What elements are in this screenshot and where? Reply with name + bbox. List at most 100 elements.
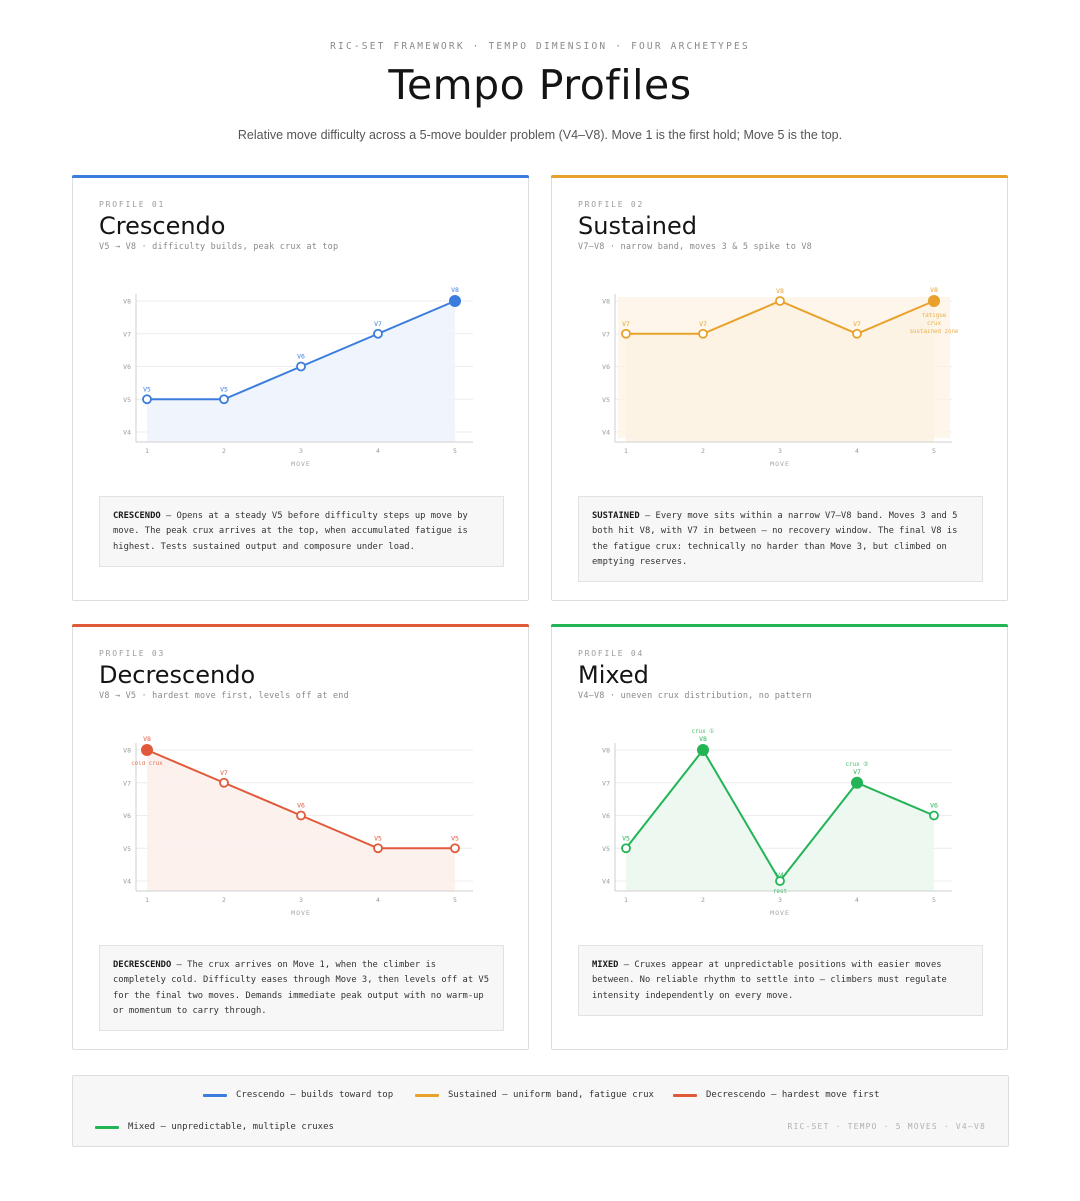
profile-note: SUSTAINED — Every move sits within a nar… — [578, 496, 983, 583]
data-label: V6 — [297, 353, 305, 361]
y-tick-label: V5 — [123, 845, 131, 853]
x-axis-title: MOVE — [291, 909, 311, 917]
note-lead: MIXED — [592, 960, 619, 970]
x-tick-label: 4 — [855, 896, 859, 904]
crux-annotation: cold crux — [131, 761, 163, 767]
legend-label: Crescendo — builds toward top — [236, 1090, 394, 1100]
data-label: V7 — [622, 320, 630, 328]
data-point — [698, 328, 708, 339]
chart-legend: Crescendo — builds toward top Sustained … — [72, 1075, 1009, 1147]
profile-name: Crescendo — [99, 212, 226, 240]
card-accent-bar — [551, 624, 1008, 627]
profile-label: PROFILE 03 — [99, 649, 166, 658]
legend-swatch — [95, 1125, 119, 1129]
card-accent-bar — [551, 175, 1008, 178]
crux-annotation: sustained zone — [910, 329, 959, 335]
note-body: — The crux arrives on Move 1, when the c… — [113, 960, 490, 1016]
data-label: V8 — [699, 735, 707, 743]
note-lead: SUSTAINED — [592, 511, 640, 521]
x-tick-label: 4 — [376, 896, 380, 904]
x-tick-label: 1 — [624, 896, 628, 904]
data-point — [621, 843, 631, 854]
data-point — [296, 361, 306, 372]
y-tick-label: V4 — [123, 878, 131, 886]
x-tick-label: 5 — [453, 447, 457, 455]
crux-annotation: rest — [773, 889, 787, 895]
legend-label: Sustained — uniform band, fatigue crux — [448, 1090, 654, 1100]
y-tick-label: V8 — [123, 747, 131, 755]
legend-swatch — [415, 1093, 439, 1097]
data-point — [373, 328, 383, 339]
data-label: V8 — [776, 287, 784, 295]
card-accent-bar — [72, 624, 529, 627]
legend-item-decrescendo: Decrescendo — hardest move first — [673, 1090, 879, 1100]
tempo-chart-crescendo: V4 V5 V6 V7 V8 1 2 3 4 5 MOVE V5 V5 V6 V7 V8 — [123, 286, 473, 468]
crux-annotation: crux ① — [692, 728, 715, 735]
page-subtitle: Relative move difficulty across a 5-move… — [237, 128, 843, 142]
legend-footer-tag: RIC-SET · TEMPO · 5 MOVES · V4–V8 — [787, 1122, 986, 1131]
data-label: V8 — [930, 286, 938, 294]
data-point — [219, 394, 229, 405]
area-fill — [626, 750, 934, 891]
y-tick-label: V7 — [123, 330, 131, 338]
y-tick-label: V7 — [123, 779, 131, 787]
profile-card-crescendo: PROFILE 01 Crescendo V5 → V8 · difficult… — [72, 175, 529, 601]
y-tick-label: V4 — [123, 429, 131, 437]
note-body: — Opens at a steady V5 before difficulty… — [113, 511, 468, 552]
data-label: V5 — [374, 834, 382, 842]
crux-annotation: fatigue — [922, 313, 947, 319]
data-label: V7 — [699, 320, 707, 328]
data-label: V8 — [143, 735, 151, 743]
y-tick-label: V8 — [123, 298, 131, 306]
note-lead: DECRESCENDO — [113, 960, 172, 970]
profile-label: PROFILE 01 — [99, 200, 166, 209]
x-tick-label: 2 — [222, 447, 226, 455]
profile-note: MIXED — Cruxes appear at unpredictable p… — [578, 945, 983, 1016]
crux-annotation: crux — [927, 321, 941, 327]
x-tick-label: 5 — [453, 896, 457, 904]
data-point — [373, 843, 383, 854]
profile-card-decrescendo: PROFILE 03 Decrescendo V8 → V5 · hardest… — [72, 624, 529, 1050]
data-point — [296, 810, 306, 821]
profile-label: PROFILE 02 — [578, 200, 645, 209]
tempo-chart-mixed: V4 V5 V6 V7 V8 1 2 3 4 5 MOVE V5 V8 V4 V7 V6 crux ① crux … — [602, 728, 952, 917]
tempo-chart-decrescendo: V4 V5 V6 V7 V8 1 2 3 4 5 MOVE V8 V7 V6 V5 V5 cold crux — [123, 735, 473, 917]
data-label: V7 — [853, 768, 861, 776]
area-fill — [147, 301, 455, 442]
card-accent-bar — [72, 175, 529, 178]
data-point — [142, 394, 152, 405]
y-tick-label: V7 — [602, 779, 610, 787]
data-point — [775, 296, 785, 306]
profile-note: CRESCENDO — Opens at a steady V5 before … — [99, 496, 504, 567]
x-tick-label: 4 — [376, 447, 380, 455]
profile-descriptor: V7–V8 · narrow band, moves 3 & 5 spike t… — [578, 242, 812, 252]
x-tick-label: 1 — [624, 447, 628, 455]
note-body: — Every move sits within a narrow V7–V8 … — [592, 511, 958, 567]
data-label: V7 — [853, 320, 861, 328]
x-tick-label: 1 — [145, 896, 149, 904]
crux-point — [141, 744, 153, 756]
data-label: V5 — [220, 385, 228, 393]
data-label: V6 — [297, 802, 305, 810]
legend-label: Mixed — unpredictable, multiple cruxes — [128, 1122, 334, 1132]
y-tick-label: V6 — [123, 363, 131, 371]
y-tick-label: V5 — [602, 845, 610, 853]
legend-item-sustained: Sustained — uniform band, fatigue crux — [415, 1090, 654, 1100]
profile-descriptor: V8 → V5 · hardest move first, levels off… — [99, 691, 349, 701]
data-point — [219, 777, 229, 788]
profile-label: PROFILE 04 — [578, 649, 645, 658]
y-tick-label: V5 — [123, 396, 131, 404]
y-tick-label: V4 — [602, 429, 610, 437]
profile-card-mixed: PROFILE 04 Mixed V4–V8 · uneven crux dis… — [551, 624, 1008, 1050]
tempo-chart-sustained: V4 V5 V6 V7 V8 1 2 3 4 5 MOVE V7 V7 V8 V7 V8 fatigue crux… — [602, 286, 959, 468]
x-tick-label: 3 — [299, 447, 303, 455]
x-tick-label: 5 — [932, 447, 936, 455]
page-header: RIC-SET FRAMEWORK · TEMPO DIMENSION · FO… — [0, 0, 1080, 142]
crux-point — [697, 744, 709, 756]
page-title: Tempo Profiles — [388, 61, 692, 109]
data-point — [852, 328, 862, 339]
data-label: V5 — [451, 834, 459, 842]
profile-note: DECRESCENDO — The crux arrives on Move 1… — [99, 945, 504, 1032]
legend-swatch — [203, 1093, 227, 1097]
x-tick-label: 2 — [222, 896, 226, 904]
